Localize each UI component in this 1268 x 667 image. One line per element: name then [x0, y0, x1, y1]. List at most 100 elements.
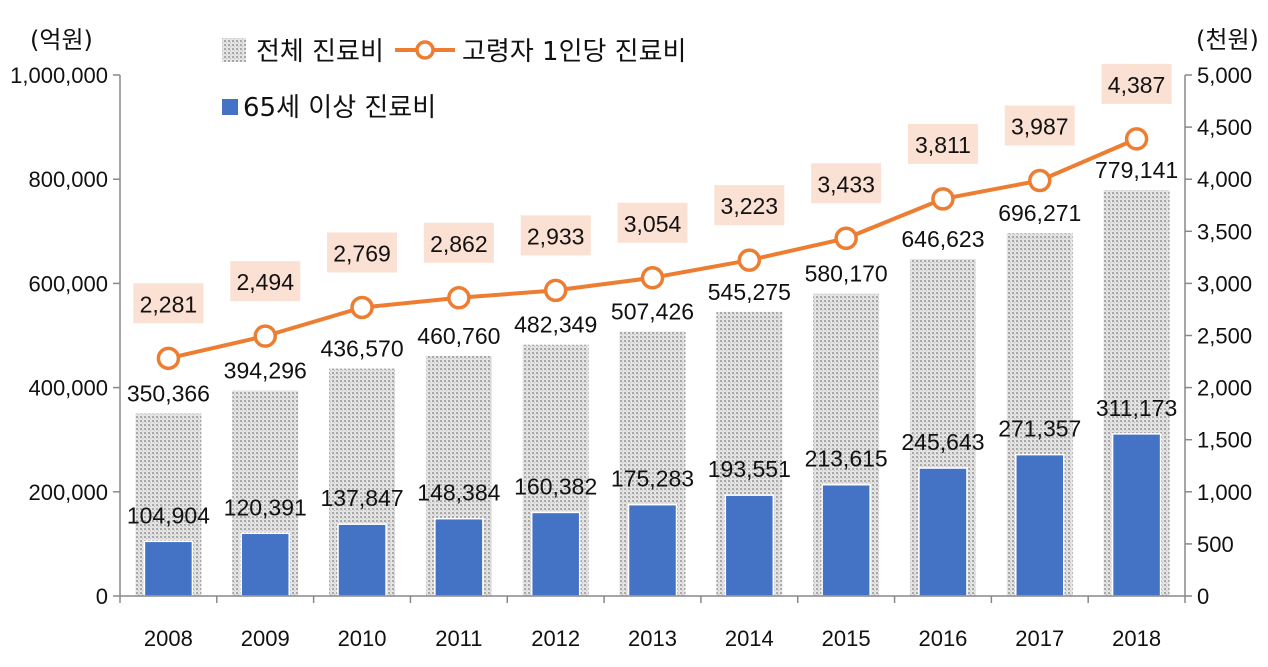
legend-swatch-total: [222, 38, 246, 62]
y-left-tick-label: 800,000: [28, 167, 108, 192]
line-label-bg-2012: [520, 215, 591, 256]
elderly-bar-2010: [337, 523, 387, 597]
y-right-tick-label: 2,000: [1197, 376, 1252, 401]
line-marker-2009: [253, 324, 277, 348]
line-label-bg-2016: [907, 123, 978, 164]
line-label-2009: 2,494: [236, 269, 294, 295]
line-label-2017: 3,987: [1011, 114, 1069, 140]
line-marker-2016: [931, 187, 955, 211]
x-tick-label: 2014: [725, 626, 774, 651]
total-label-2010: 436,570: [320, 336, 403, 362]
elderly-label-2010: 137,847: [320, 485, 403, 511]
total-label-2013: 507,426: [611, 299, 694, 325]
line-label-bg-2009: [230, 261, 301, 302]
line-label-2011: 2,862: [430, 231, 488, 257]
legend-marker-per-capita: [415, 40, 435, 60]
elderly-label-2013: 175,283: [611, 466, 694, 492]
line-label-2012: 2,933: [527, 223, 585, 249]
total-label-2011: 460,760: [417, 323, 500, 349]
legend-label-total: 전체 진료비: [256, 37, 384, 67]
y-right-tick-label: 2,500: [1197, 324, 1252, 349]
elderly-bar-2017: [1015, 453, 1065, 597]
total-label-2012: 482,349: [514, 312, 597, 338]
line-label-2016: 3,811: [915, 132, 971, 158]
line-marker-2010: [350, 295, 374, 320]
x-tick-label: 2008: [144, 626, 193, 651]
y-right-tick-label: 1,000: [1197, 480, 1252, 505]
line-label-bg-2018: [1101, 63, 1172, 104]
y-left-title: (억원): [30, 26, 93, 54]
line-label-2010: 2,769: [333, 240, 391, 266]
line-marker-2011: [447, 286, 471, 310]
line-label-bg-2013: [617, 202, 688, 243]
y-left-tick-label: 200,000: [28, 480, 108, 505]
elderly-label-2014: 193,551: [708, 456, 791, 482]
x-tick-label: 2016: [918, 626, 967, 651]
total-label-2018: 779,141: [1095, 157, 1178, 183]
line-marker-2012: [543, 278, 568, 303]
axes: 0 200,000 400,000 600,000 800,000 1,000,000 0 5…: [10, 26, 1259, 651]
elderly-bar-2016: [918, 467, 968, 597]
y-left-tick-label: 400,000: [28, 376, 108, 401]
line-label-2013: 3,054: [624, 211, 682, 237]
x-tick-label: 2010: [338, 626, 387, 651]
line-marker-2017: [1028, 168, 1052, 193]
x-tick-label: 2009: [241, 626, 290, 651]
x-tick-label: 2012: [531, 626, 580, 651]
line-label-bg-2008: [133, 283, 204, 324]
line-marker-2013: [640, 266, 665, 290]
y-right-tick-label: 0: [1197, 584, 1209, 609]
line-marker-2018: [1124, 127, 1149, 151]
elderly-label-2009: 120,391: [224, 494, 307, 520]
line-marker-2015: [834, 226, 858, 251]
elderly-bar-2014: [724, 494, 775, 597]
y-left-tick-label: 0: [96, 584, 108, 609]
line-label-2015: 3,433: [817, 171, 875, 197]
x-tick-label: 2013: [628, 626, 677, 651]
y-right-tick-label: 4,500: [1197, 115, 1252, 140]
elderly-label-2018: 311,173: [1096, 395, 1177, 421]
total-label-2017: 696,271: [998, 200, 1081, 226]
y-right-tick-label: 1,500: [1197, 428, 1252, 453]
per-capita-line: [156, 127, 1149, 371]
elderly-bar-2009: [240, 532, 290, 597]
y-left-tick-label: 1,000,000: [10, 63, 108, 88]
line-label-bg-2014: [714, 185, 785, 226]
total-label-2014: 545,275: [708, 279, 791, 305]
total-label-2008: 350,366: [127, 380, 210, 406]
y-right-title: (천원): [1196, 26, 1259, 54]
elderly-label-2011: 148,384: [417, 480, 500, 506]
line-label-bg-2015: [811, 163, 882, 204]
elderly-bar-2011: [434, 517, 484, 597]
legend-label-elderly: 65세 이상 진료비: [243, 93, 436, 123]
y-right-tick-label: 4,000: [1197, 167, 1252, 192]
line-label-2014: 3,223: [721, 193, 779, 219]
legend-swatch-elderly: [222, 99, 238, 115]
legend: 전체 진료비 고령자 1인당 진료비 65세 이상 진료비: [222, 37, 686, 123]
elderly-label-2017: 271,357: [998, 416, 1081, 442]
line-label-bg-2010: [327, 232, 398, 273]
legend-label-per-capita: 고령자 1인당 진료비: [462, 37, 686, 67]
x-tick-label: 2018: [1112, 626, 1161, 651]
elderly-bar-2015: [821, 483, 871, 597]
per-capita-line-path: [167, 137, 1138, 361]
x-tick-label: 2017: [1015, 626, 1064, 651]
line-marker-2008: [156, 346, 181, 371]
line-label-bg-2011: [423, 222, 494, 263]
elderly-cost-bars: [143, 433, 1162, 597]
line-label-2018: 4,387: [1108, 72, 1166, 98]
elderly-bar-2012: [530, 511, 581, 597]
elderly-label-2015: 213,615: [805, 446, 888, 472]
y-right-tick-label: 500: [1197, 532, 1234, 557]
y-right-tick-label: 3,500: [1197, 219, 1252, 244]
y-right-tick-label: 5,000: [1197, 63, 1252, 88]
total-label-2016: 646,623: [901, 226, 984, 252]
line-marker-2014: [737, 248, 762, 272]
elderly-bar-2018: [1111, 433, 1162, 597]
total-label-2009: 394,296: [224, 358, 307, 384]
elderly-label-2012: 160,382: [514, 473, 597, 499]
line-label-2008: 2,281: [140, 291, 198, 317]
x-tick-label: 2011: [435, 626, 482, 651]
elderly-bar-2008: [143, 540, 194, 597]
